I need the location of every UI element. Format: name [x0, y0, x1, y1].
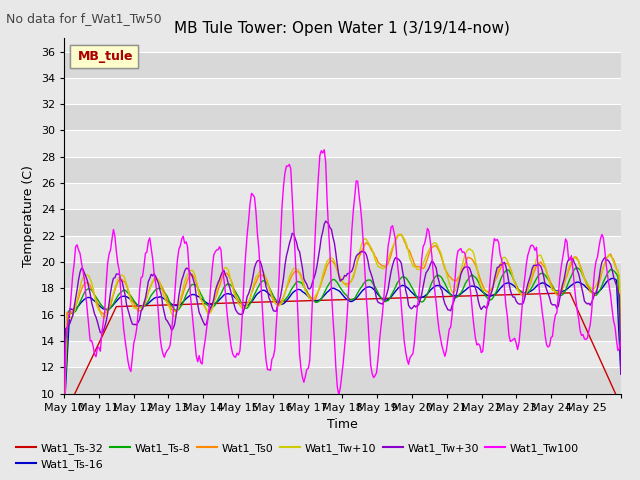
- Bar: [64, 236, 621, 262]
- Bar: [64, 183, 621, 209]
- Bar: [64, 131, 621, 157]
- X-axis label: Time: Time: [327, 418, 358, 431]
- Y-axis label: Temperature (C): Temperature (C): [22, 165, 35, 267]
- Legend: Wat1_Ts-32, Wat1_Ts-16, Wat1_Ts-8, Wat1_Ts0, Wat1_Tw+10, Wat1_Tw+30, Wat1_Tw100: Wat1_Ts-32, Wat1_Ts-16, Wat1_Ts-8, Wat1_…: [12, 438, 584, 474]
- Text: No data for f_Wat1_Tw50: No data for f_Wat1_Tw50: [6, 12, 162, 25]
- Bar: [64, 104, 621, 131]
- Bar: [64, 288, 621, 315]
- Bar: [64, 341, 621, 367]
- Bar: [64, 367, 621, 394]
- Bar: [64, 51, 621, 78]
- Bar: [64, 209, 621, 236]
- Bar: [64, 262, 621, 288]
- Bar: [64, 157, 621, 183]
- Bar: [64, 78, 621, 104]
- Title: MB Tule Tower: Open Water 1 (3/19/14-now): MB Tule Tower: Open Water 1 (3/19/14-now…: [175, 21, 510, 36]
- Legend: MB_tule: MB_tule: [70, 45, 138, 68]
- Bar: [64, 315, 621, 341]
